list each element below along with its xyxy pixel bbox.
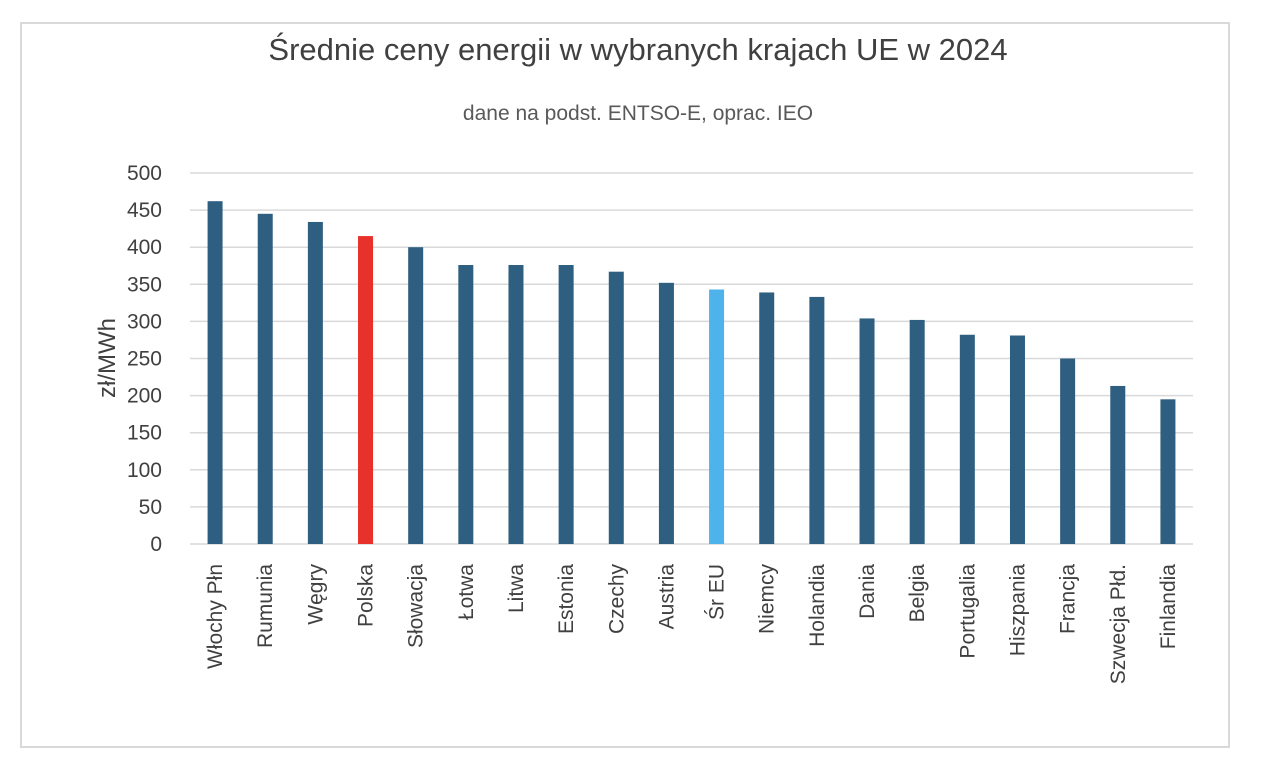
x-tick-label: Hiszpania: [1006, 564, 1029, 657]
x-tick-label: Portugalia: [956, 564, 979, 659]
x-tick-label: Holandia: [806, 564, 829, 647]
bar: [809, 296, 825, 544]
bar: [207, 201, 223, 545]
x-tick-label: Słowacja: [405, 564, 428, 648]
bar: [408, 247, 424, 544]
x-tick-label: Francja: [1057, 564, 1080, 634]
x-axis-labels: Włochy Płn Rumunia Węgry Polska Słowacja Łotw…: [204, 564, 1180, 685]
bar: [307, 221, 323, 545]
y-tick-label: 200: [127, 385, 162, 408]
x-tick-label: Niemcy: [756, 564, 779, 635]
bar: [558, 265, 574, 544]
x-tick-label: Finlandia: [1157, 564, 1180, 650]
x-tick-label: Estonia: [555, 564, 578, 634]
gridlines: [190, 172, 1193, 545]
bar: [1160, 399, 1176, 544]
y-tick-label: 450: [127, 199, 162, 222]
y-axis-ticks: 0 50 100 150 200 250 300 350 400 450 500: [127, 162, 162, 556]
x-tick-label: Polska: [355, 564, 378, 627]
x-tick-label: Śr EU: [705, 564, 729, 620]
x-tick-label: Austria: [655, 564, 678, 630]
bar: [608, 271, 624, 544]
x-tick-label: Rumunia: [254, 564, 277, 648]
y-tick-label: 100: [127, 459, 162, 482]
x-tick-label: Czechy: [605, 564, 628, 635]
y-tick-label: 350: [127, 273, 162, 296]
bar: [709, 289, 725, 544]
y-tick-label: 300: [127, 310, 162, 333]
chart-title: Średnie ceny energii w wybranych krajach…: [268, 32, 1008, 67]
bars: [207, 201, 1176, 545]
bar: [1110, 385, 1126, 544]
bar: [1060, 358, 1076, 544]
y-tick-label: 50: [139, 496, 162, 519]
x-tick-label: Węgry: [304, 564, 327, 625]
y-tick-label: 0: [150, 533, 162, 556]
bar: [859, 318, 875, 544]
bar: [458, 265, 474, 544]
bar: [1009, 335, 1025, 544]
y-axis-label: zł/MWh: [94, 318, 121, 398]
y-tick-label: 250: [127, 348, 162, 371]
x-tick-label: Dania: [856, 564, 879, 619]
y-tick-label: 400: [127, 236, 162, 259]
x-tick-label: Łotwa: [455, 564, 478, 620]
bar: [508, 265, 524, 544]
bar: [257, 213, 273, 544]
y-tick-label: 150: [127, 422, 162, 445]
x-tick-label: Szwecja Płd.: [1107, 564, 1130, 684]
bar: [358, 236, 374, 544]
y-tick-label: 500: [127, 162, 162, 185]
bar: [959, 334, 975, 544]
bar: [658, 282, 674, 544]
bar: [759, 292, 775, 544]
bar: [909, 319, 925, 544]
x-tick-label: Litwa: [505, 564, 528, 613]
x-tick-label: Włochy Płn: [204, 564, 227, 669]
chart-subtitle: dane na podst. ENTSO-E, oprac. IEO: [462, 102, 814, 125]
x-tick-label: Belgia: [906, 564, 929, 623]
